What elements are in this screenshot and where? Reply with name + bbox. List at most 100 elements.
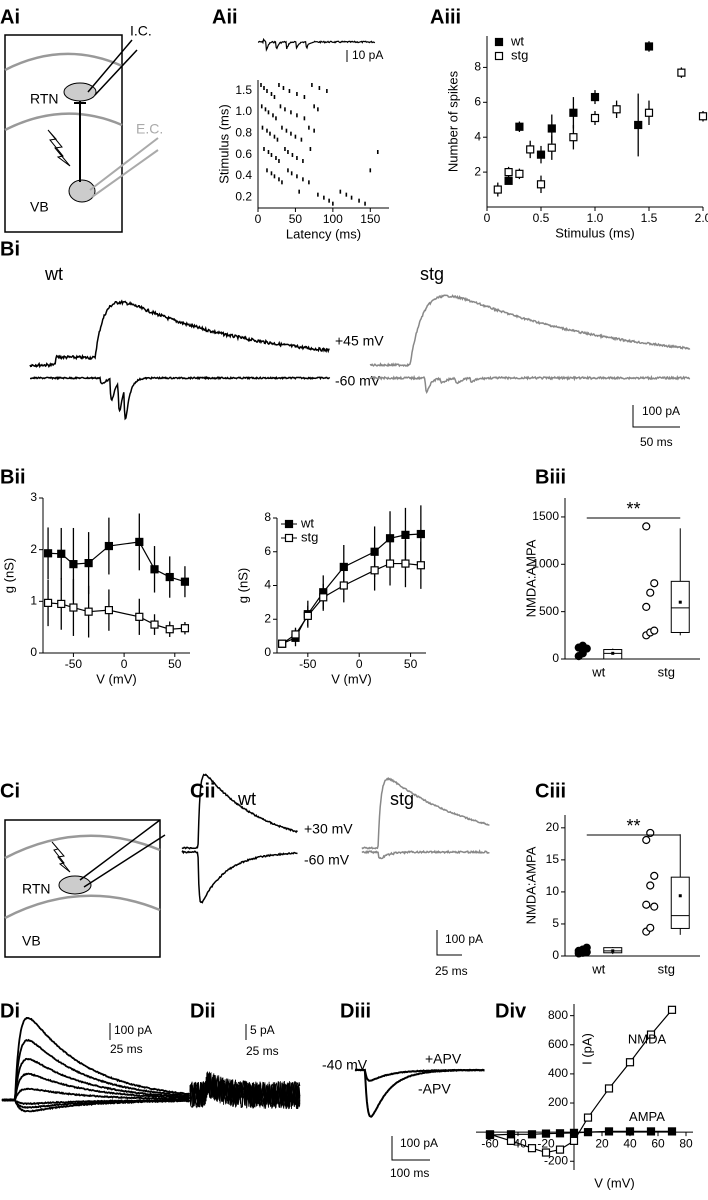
marker xyxy=(69,603,78,612)
x-tick-label: 150 xyxy=(360,212,380,226)
marker xyxy=(104,606,113,615)
marker xyxy=(547,143,556,152)
marker xyxy=(504,176,513,185)
marker xyxy=(590,92,600,102)
marker xyxy=(506,1130,516,1139)
label: VB xyxy=(30,199,49,215)
legend-label: stg xyxy=(301,529,318,544)
x-tick-label: 100 xyxy=(323,212,343,226)
panel-label: Ai xyxy=(0,6,20,28)
boundary xyxy=(4,52,123,72)
pipette-ec xyxy=(89,137,159,198)
marker xyxy=(150,565,159,574)
marker xyxy=(278,639,287,648)
y-tick-label: 400 xyxy=(548,1066,568,1080)
x-tick-label: 80 xyxy=(679,1136,693,1150)
trace xyxy=(1,1087,191,1102)
panel-label: Aiii xyxy=(430,6,461,28)
marker xyxy=(339,581,348,590)
y-axis-label: g (nS) xyxy=(1,558,16,593)
box xyxy=(670,580,690,633)
y-tick-label: 2 xyxy=(30,542,37,556)
pipette-ic xyxy=(87,39,138,96)
scale-label: 100 pA xyxy=(114,1023,152,1037)
marker xyxy=(527,1144,537,1153)
scale-label: 25 ms xyxy=(246,1044,279,1058)
y-tick-label: 1000 xyxy=(532,556,559,570)
panel-label: Dii xyxy=(190,1000,216,1022)
y-tick-label: 10 xyxy=(546,884,560,898)
y-tick-label: 500 xyxy=(539,604,559,618)
marker xyxy=(604,1127,614,1136)
x-tick-label: -60 xyxy=(481,1136,499,1150)
x-axis-label: Latency (ms) xyxy=(286,226,361,241)
y-tick-label: 2 xyxy=(474,164,481,178)
marker xyxy=(667,1127,677,1136)
y-tick-label: 0.8 xyxy=(235,126,252,140)
scale-bar xyxy=(391,1136,430,1161)
marker xyxy=(493,185,502,194)
panel-label: Ci xyxy=(0,780,20,802)
trace xyxy=(1,1098,191,1113)
scale-label: 10 pA xyxy=(352,48,383,62)
y-tick-label: 0.6 xyxy=(235,147,252,161)
scale-label: 100 pA xyxy=(642,404,680,418)
marker xyxy=(541,1129,551,1138)
y-tick-label: 6 xyxy=(474,94,481,108)
series-label: AMPA xyxy=(629,1109,665,1124)
trace xyxy=(189,1071,301,1109)
potential-label: +45 mV xyxy=(335,333,384,349)
legend-marker xyxy=(494,51,504,61)
x-tick-label: 40 xyxy=(623,1136,637,1150)
scale-label: 5 pA xyxy=(250,1023,275,1037)
trace-label: +APV xyxy=(425,1051,462,1067)
point xyxy=(642,522,651,531)
marker xyxy=(180,577,190,586)
marker xyxy=(150,620,159,629)
y-tick-label: 2 xyxy=(264,611,271,625)
scale-label: 50 ms xyxy=(640,435,673,449)
label: E.C. xyxy=(136,121,163,137)
marker xyxy=(644,108,654,117)
series-line xyxy=(281,562,421,645)
trace-label: -APV xyxy=(418,1081,451,1097)
boundary xyxy=(4,834,161,860)
legend-marker xyxy=(494,37,504,47)
group-label: wt xyxy=(44,264,63,284)
scale-label: 100 pA xyxy=(400,1136,438,1150)
scale-label: 25 ms xyxy=(435,964,468,978)
series-line xyxy=(48,541,186,583)
marker xyxy=(57,599,66,609)
marker xyxy=(165,625,174,634)
x-tick-label: 20 xyxy=(595,1136,609,1150)
marker xyxy=(84,607,93,616)
point xyxy=(642,602,651,612)
y-tick-label: 0.4 xyxy=(235,168,252,182)
trace xyxy=(181,849,298,904)
y-tick-label: 3 xyxy=(30,490,37,504)
trace xyxy=(1,1038,191,1102)
panel-label: Biii xyxy=(535,466,566,488)
panel-label: Di xyxy=(0,1000,20,1022)
boundary xyxy=(4,894,161,920)
y-tick-label: 1.5 xyxy=(235,83,252,97)
marker xyxy=(625,1127,635,1136)
x-tick-label: wt xyxy=(591,664,605,679)
marker xyxy=(416,561,425,570)
marker xyxy=(506,1136,516,1145)
y-tick-label: 1 xyxy=(30,594,37,608)
marker xyxy=(57,549,66,558)
y-tick-label: 20 xyxy=(546,820,560,834)
marker xyxy=(84,558,93,568)
scale-label: 100 pA xyxy=(445,932,483,946)
marker xyxy=(569,108,578,117)
rtn-cell xyxy=(58,875,92,895)
x-tick-label: 50 xyxy=(404,657,418,671)
x-axis-label: V (mV) xyxy=(96,671,136,686)
y-axis-label: NMDA:AMPA xyxy=(523,539,538,617)
y-tick-label: 8 xyxy=(474,60,481,74)
marker xyxy=(515,169,524,178)
scale-bar xyxy=(436,930,462,956)
mean xyxy=(678,894,682,898)
panel-label: Cii xyxy=(190,780,216,802)
